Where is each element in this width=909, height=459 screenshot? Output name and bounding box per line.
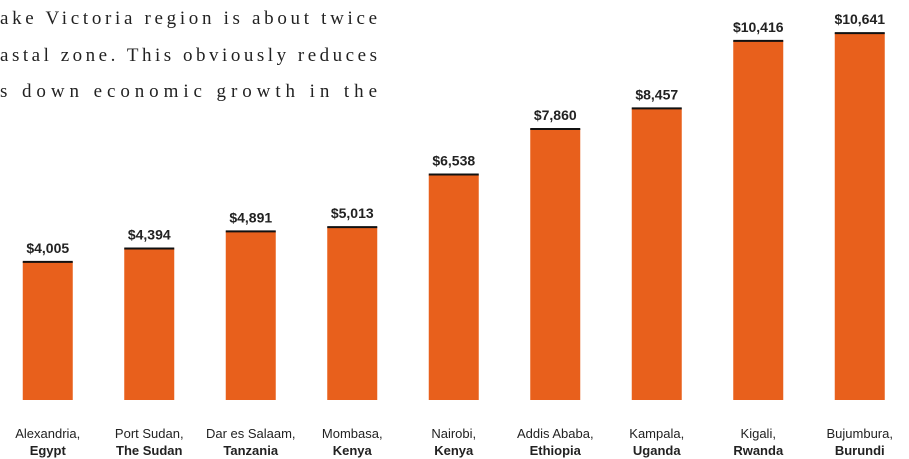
country-label: Uganda bbox=[633, 443, 681, 458]
body-text: astal zone. This obviously reduces bbox=[0, 45, 377, 66]
category-label: Nairobi, bbox=[431, 426, 476, 441]
bar bbox=[22, 261, 73, 400]
category-label: Addis Ababa, bbox=[517, 426, 594, 441]
value-label: $10,641 bbox=[834, 11, 885, 27]
category-label: Mombasa, bbox=[322, 426, 383, 441]
value-label: $4,891 bbox=[229, 209, 272, 225]
category-label: Dar es Salaam, bbox=[206, 426, 296, 441]
category-label: Bujumbura, bbox=[827, 426, 893, 441]
country-label: The Sudan bbox=[116, 443, 183, 458]
bar bbox=[225, 231, 276, 400]
value-label: $8,457 bbox=[635, 86, 678, 102]
country-label: Kenya bbox=[333, 443, 373, 458]
category-label: Kampala, bbox=[629, 426, 684, 441]
category-label: Alexandria, bbox=[15, 426, 80, 441]
value-label: $5,013 bbox=[331, 205, 374, 221]
bar bbox=[428, 174, 479, 400]
country-label: Burundi bbox=[835, 443, 885, 458]
bar bbox=[327, 227, 378, 400]
country-label: Ethiopia bbox=[530, 443, 582, 458]
country-label: Egypt bbox=[30, 443, 67, 458]
bar bbox=[124, 248, 175, 400]
body-text: s down economic growth in the bbox=[0, 81, 377, 102]
country-label: Rwanda bbox=[733, 443, 784, 458]
category-label: Kigali, bbox=[741, 426, 776, 441]
value-label: $7,860 bbox=[534, 107, 577, 123]
country-label: Kenya bbox=[434, 443, 474, 458]
category-label: Port Sudan, bbox=[115, 426, 184, 441]
body-text: ake Victoria region is about twice bbox=[0, 8, 377, 29]
bar bbox=[733, 40, 784, 401]
bar bbox=[530, 128, 581, 400]
value-label: $6,538 bbox=[432, 153, 475, 169]
value-label: $4,005 bbox=[26, 240, 69, 256]
value-label: $4,394 bbox=[128, 226, 171, 242]
bar bbox=[631, 108, 682, 401]
country-label: Tanzania bbox=[223, 443, 278, 458]
bar bbox=[834, 33, 885, 400]
value-label: $10,416 bbox=[733, 19, 784, 35]
